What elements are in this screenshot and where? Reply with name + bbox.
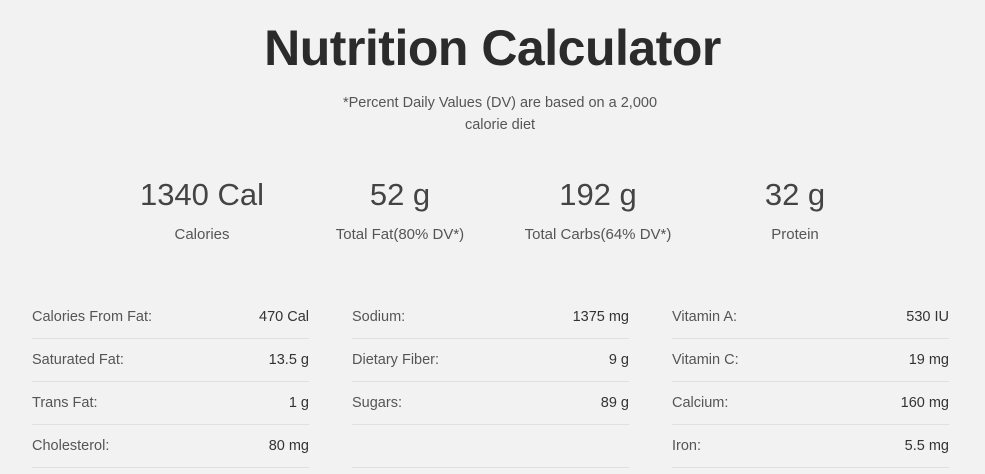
summary-calories: 1340 Cal Calories — [92, 175, 312, 244]
page-title: Nutrition Calculator — [264, 20, 721, 76]
nutrient-label: Dietary Fiber: — [352, 352, 440, 368]
nutrient-column-3: Vitamin A: 530 IU Vitamin C: 19 mg Calci… — [672, 296, 949, 468]
protein-value: 32 g — [764, 177, 826, 212]
nutrient-label: Vitamin C: — [672, 352, 739, 368]
nutrient-row: Calories From Fat: 470 Cal — [32, 296, 309, 339]
nutrient-label: Iron: — [672, 438, 702, 454]
nutrient-row-empty — [352, 425, 629, 468]
nutrient-value: 80 mg — [268, 438, 309, 454]
nutrient-label: Vitamin A: — [672, 309, 738, 325]
nutrient-row: Iron: 5.5 mg — [672, 425, 949, 468]
calories-label: Calories — [174, 226, 230, 243]
summary-total-carbs: 192 g Total Carbs(64% DV*) — [488, 175, 708, 244]
protein-label: Protein — [771, 226, 819, 243]
nutrient-value: 13.5 g — [268, 352, 309, 368]
nutrient-row: Sodium: 1375 mg — [352, 296, 629, 339]
nutrient-value: 1 g — [288, 395, 309, 411]
nutrient-value: 530 IU — [906, 309, 949, 325]
nutrient-value: 470 Cal — [259, 309, 309, 325]
nutrient-label: Sugars: — [352, 395, 402, 411]
nutrition-summary: 1340 Cal Calories 52 g Total Fat(80% DV*… — [0, 175, 985, 255]
total-carbs-label: Total Carbs(64% DV*) — [524, 226, 672, 243]
nutrient-value: 1375 mg — [572, 309, 629, 325]
nutrient-value: 19 mg — [908, 352, 949, 368]
total-fat-value: 52 g — [369, 177, 431, 212]
nutrient-label: Calories From Fat: — [32, 309, 153, 325]
nutrient-label: Saturated Fat: — [32, 352, 124, 368]
summary-protein: 32 g Protein — [685, 175, 905, 244]
calories-value: 1340 Cal — [139, 177, 265, 212]
nutrient-value: 9 g — [608, 352, 629, 368]
total-fat-label: Total Fat(80% DV*) — [335, 226, 465, 243]
nutrient-column-1: Calories From Fat: 470 Cal Saturated Fat… — [32, 296, 309, 468]
nutrient-value: 89 g — [600, 395, 629, 411]
nutrient-row: Dietary Fiber: 9 g — [352, 339, 629, 382]
nutrient-label: Trans Fat: — [32, 395, 98, 411]
nutrient-row: Saturated Fat: 13.5 g — [32, 339, 309, 382]
nutrient-column-2: Sodium: 1375 mg Dietary Fiber: 9 g Sugar… — [352, 296, 629, 468]
nutrient-value: 5.5 mg — [904, 438, 949, 454]
summary-total-fat: 52 g Total Fat(80% DV*) — [290, 175, 510, 244]
nutrient-row: Sugars: 89 g — [352, 382, 629, 425]
nutrient-row: Calcium: 160 mg — [672, 382, 949, 425]
nutrient-label: Cholesterol: — [32, 438, 110, 454]
nutrient-value: 160 mg — [900, 395, 949, 411]
nutrient-row: Trans Fat: 1 g — [32, 382, 309, 425]
nutrient-row: Vitamin A: 530 IU — [672, 296, 949, 339]
nutrient-row: Vitamin C: 19 mg — [672, 339, 949, 382]
dv-footnote: *Percent Daily Values (DV) are based on … — [342, 95, 658, 133]
nutrient-label: Calcium: — [672, 395, 729, 411]
nutrient-row: Cholesterol: 80 mg — [32, 425, 309, 468]
total-carbs-value: 192 g — [559, 177, 637, 212]
nutrient-label: Sodium: — [352, 309, 406, 325]
